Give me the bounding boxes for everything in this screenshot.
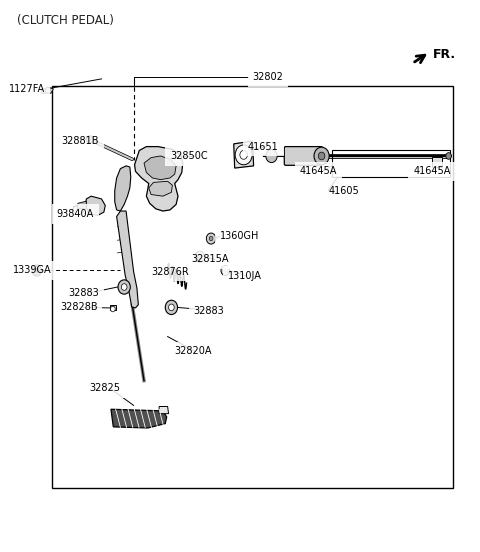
Text: 32876R: 32876R (151, 267, 189, 277)
Text: 41605: 41605 (328, 185, 359, 195)
Text: (CLUTCH PEDAL): (CLUTCH PEDAL) (16, 14, 113, 28)
Circle shape (41, 88, 46, 94)
Text: 41651: 41651 (248, 142, 279, 152)
Text: 32881B: 32881B (61, 136, 99, 146)
Text: 32815A: 32815A (191, 254, 229, 264)
Polygon shape (144, 156, 176, 179)
Circle shape (198, 254, 202, 259)
Text: 32883: 32883 (193, 306, 224, 316)
Circle shape (206, 233, 216, 244)
Polygon shape (134, 147, 183, 211)
Circle shape (266, 150, 277, 163)
Circle shape (168, 304, 174, 311)
Circle shape (314, 147, 329, 165)
Polygon shape (117, 211, 138, 308)
Circle shape (165, 300, 178, 315)
Polygon shape (85, 196, 105, 215)
Circle shape (121, 284, 127, 290)
Circle shape (240, 151, 247, 160)
Circle shape (235, 145, 252, 165)
Circle shape (118, 280, 130, 294)
Bar (52, 86, 453, 488)
Polygon shape (77, 201, 86, 209)
Text: 1360GH: 1360GH (219, 231, 259, 241)
Text: 41645A: 41645A (413, 166, 451, 177)
Circle shape (221, 266, 229, 275)
Text: FR.: FR. (433, 47, 456, 61)
Circle shape (35, 268, 39, 273)
Text: 32802: 32802 (252, 72, 284, 82)
Polygon shape (234, 141, 253, 168)
Circle shape (110, 306, 115, 312)
Polygon shape (111, 409, 167, 428)
Polygon shape (149, 181, 172, 196)
Circle shape (86, 136, 93, 144)
Polygon shape (44, 87, 53, 93)
Text: 1127FA: 1127FA (9, 84, 45, 94)
Text: 32820A: 32820A (175, 347, 212, 357)
Bar (332, 151, 450, 177)
Circle shape (446, 153, 452, 160)
FancyBboxPatch shape (284, 147, 323, 166)
Text: 1310JA: 1310JA (228, 271, 262, 281)
Text: 41645A: 41645A (300, 166, 337, 177)
Circle shape (32, 265, 42, 276)
Text: 32883: 32883 (69, 288, 99, 298)
Polygon shape (159, 406, 168, 413)
Text: 93840A: 93840A (57, 209, 94, 219)
Circle shape (195, 251, 204, 262)
Polygon shape (115, 166, 131, 211)
Text: 32825: 32825 (90, 383, 120, 394)
Bar (110, 305, 116, 310)
Text: 32828B: 32828B (60, 302, 97, 312)
Text: 32850C: 32850C (170, 151, 208, 161)
Circle shape (318, 152, 325, 160)
Text: 1339GA: 1339GA (13, 266, 51, 275)
Circle shape (209, 236, 213, 241)
Bar (432, 157, 442, 167)
